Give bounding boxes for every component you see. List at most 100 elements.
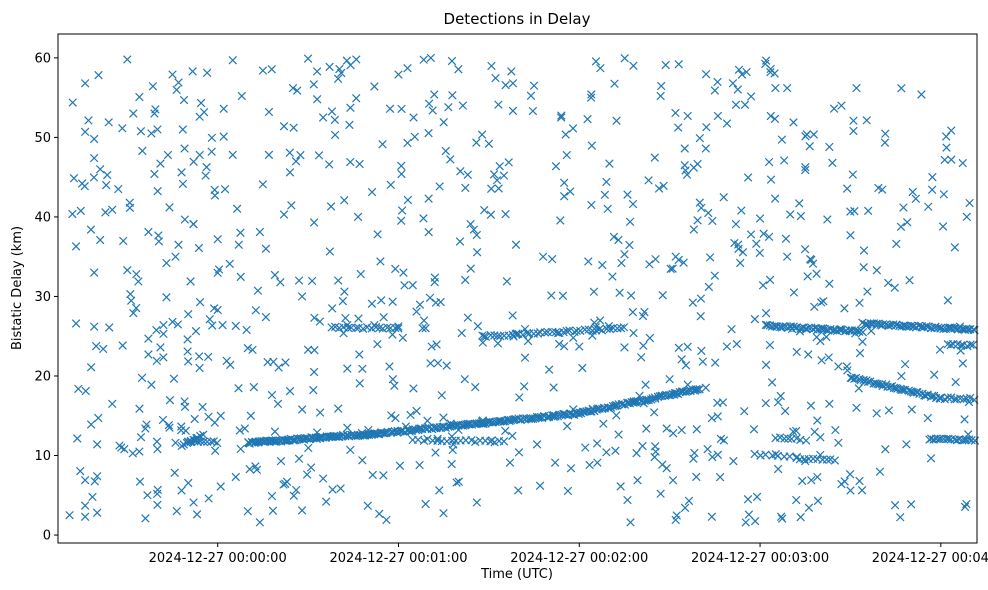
detection-marker [515,393,524,402]
detection-marker [207,133,217,143]
detection-marker [469,225,479,234]
detection-marker [236,228,245,237]
detection-marker [581,443,590,452]
detection-marker [141,514,150,523]
detection-marker [940,155,949,165]
detection-marker [449,440,458,449]
detection-marker [729,456,738,466]
detection-marker [719,193,728,202]
detection-marker [693,385,702,394]
detection-marker [677,355,686,364]
detection-marker [746,92,756,101]
detection-marker [927,185,937,194]
detection-marker [196,437,205,446]
detection-marker [297,292,307,301]
chart-title: Detections in Delay [444,10,591,28]
detection-marker [578,363,587,373]
detection-marker [695,133,705,143]
detection-marker [636,353,646,362]
detection-marker [970,436,980,445]
detection-marker [642,424,651,433]
detection-marker [883,278,893,288]
detection-marker [805,142,814,151]
detection-marker [562,150,571,160]
detection-marker [514,486,523,495]
detection-marker [309,218,319,227]
detection-marker [620,54,629,63]
detection-marker [220,184,230,194]
detection-marker [508,431,517,441]
detection-marker [156,159,165,168]
detection-marker [892,320,901,330]
detection-marker [292,86,302,95]
detection-marker [914,321,924,331]
detection-marker [296,150,305,160]
detection-marker [86,225,96,234]
detection-marker [825,142,834,152]
detection-marker [732,339,742,349]
detection-marker [598,260,607,270]
detection-marker [924,202,933,211]
detection-marker [410,132,419,142]
detection-marker [890,500,900,510]
detection-marker [968,340,978,350]
detection-marker [892,239,901,249]
detection-marker [327,304,337,313]
detection-marker [946,340,955,350]
detection-marker [340,287,349,296]
detection-marker [432,340,441,349]
detection-marker [641,380,650,389]
detection-marker [228,150,237,160]
detection-marker [178,125,188,134]
detection-marker [555,339,564,349]
detection-marker [796,211,806,221]
detection-marker [761,360,771,370]
detection-marker [511,240,521,249]
detection-marker [831,425,840,435]
detection-marker [397,206,407,215]
detection-marker [629,61,638,71]
detection-marker [625,240,634,250]
detection-marker [502,277,512,286]
detection-marker [719,436,729,445]
detection-marker [396,216,406,225]
detection-marker [617,258,626,268]
detection-marker [285,386,295,396]
detection-marker [587,90,596,99]
detection-marker [556,216,565,225]
detection-marker [288,83,298,93]
detection-marker [153,444,162,454]
detection-marker [902,440,911,449]
detection-marker [270,427,280,436]
detection-marker [696,294,706,303]
detection-marker [327,107,337,116]
detection-marker [270,270,280,280]
detection-marker [136,127,146,136]
detection-marker [487,184,496,194]
detection-marker [480,331,489,341]
detection-marker [609,232,619,242]
detection-marker [491,73,500,83]
detection-marker [226,360,235,370]
detection-marker [890,283,899,292]
detection-marker [743,173,753,182]
detection-marker [958,359,968,368]
detection-marker [385,104,395,113]
detection-marker [540,328,550,337]
detection-marker [425,293,435,303]
detection-marker [159,329,168,339]
detection-marker [375,509,384,519]
detection-marker [318,113,328,122]
detection-marker [713,77,722,87]
detection-marker [388,297,397,306]
detection-marker [615,288,624,297]
detection-marker [386,180,396,190]
detection-marker [549,383,558,392]
detection-marker [644,176,653,185]
detection-marker [956,346,965,355]
detection-marker [713,398,722,408]
detection-marker [697,346,706,356]
detection-marker [722,342,732,351]
detection-marker [177,168,186,177]
